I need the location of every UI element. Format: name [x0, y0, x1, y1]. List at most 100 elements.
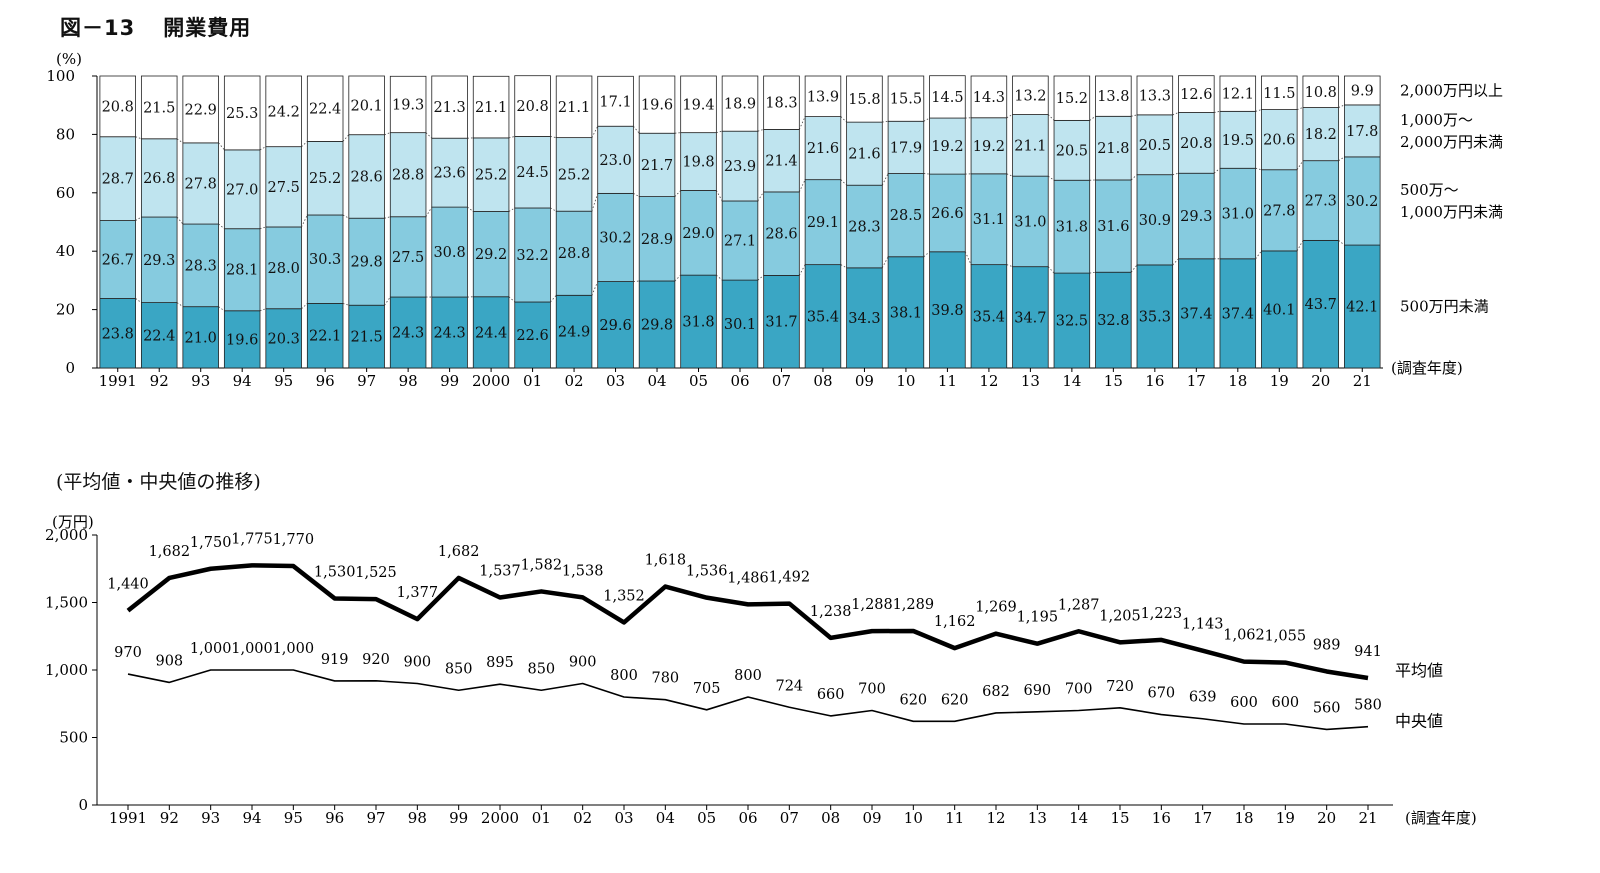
bar-value-label: 22.6	[516, 328, 548, 344]
connector-line	[135, 298, 142, 303]
figure-label: 図－13	[60, 16, 136, 40]
bar-segment	[1178, 172, 1215, 260]
bar-value-label: 31.8	[1056, 220, 1088, 236]
median-value-label: 700	[1065, 682, 1093, 698]
x-tick-label: 97	[357, 372, 376, 390]
legend-label: 500万円未満	[1400, 298, 1489, 316]
connector-line	[633, 125, 640, 134]
connector-line	[1255, 109, 1262, 112]
bar-value-label: 22.4	[143, 328, 175, 344]
bar-segment	[929, 251, 966, 369]
median-value-label: 970	[114, 645, 142, 661]
bar-segment	[970, 75, 1008, 119]
x-tick-label: 1991	[109, 809, 147, 827]
bar-segment	[1302, 160, 1340, 241]
bar-segment	[597, 75, 634, 127]
bar-value-label: 43.7	[1305, 297, 1337, 313]
bar-segment	[306, 141, 344, 216]
x-tick-label: 20	[1317, 809, 1336, 827]
series-label: 平均値	[1395, 661, 1443, 680]
bar-segment	[555, 210, 593, 296]
legend-entry: 500万～ 1,000万円未満	[1400, 181, 1503, 221]
legend-entry: 500万円未満	[1400, 298, 1489, 316]
mean-value-label: 1,269	[975, 600, 1017, 616]
connector-line	[798, 264, 806, 276]
mean-value-label: 1,525	[355, 565, 397, 581]
mean-value-label: 1,377	[397, 585, 439, 601]
x-tick-label: 93	[201, 809, 220, 827]
bar-segment	[99, 136, 136, 221]
median-value-label: 670	[1147, 686, 1175, 702]
bar-value-label: 28.5	[890, 208, 922, 224]
mean-value-label: 1,492	[769, 570, 811, 586]
bar-segment	[1053, 272, 1091, 369]
median-value-label: 639	[1189, 690, 1217, 706]
mean-value-label: 989	[1313, 637, 1341, 653]
mean-value-label: 1,530	[314, 564, 356, 580]
bar-segment	[721, 75, 759, 132]
x-tick-label: 13	[1028, 809, 1047, 827]
bar-value-label: 32.5	[1056, 314, 1088, 330]
median-line	[127, 669, 1369, 731]
median-value-label: 724	[775, 678, 803, 694]
bar-segment	[472, 75, 510, 139]
x-tick-label: 06	[730, 372, 749, 390]
connector-line	[508, 207, 515, 212]
connector-line	[467, 206, 474, 212]
bar-value-label: 19.5	[1222, 133, 1254, 149]
bar-segment	[680, 75, 717, 134]
bar-segment	[1012, 114, 1049, 177]
x-tick-label: 98	[399, 372, 418, 390]
median-value-label: 919	[321, 652, 349, 668]
connector-line	[1172, 258, 1179, 266]
median-value-label: 1,000	[231, 641, 273, 657]
median-value-label: 700	[858, 682, 886, 698]
x-tick-label: 13	[1021, 372, 1040, 390]
connector-line	[301, 303, 308, 310]
connector-line	[508, 296, 516, 303]
x-tick-label: 97	[366, 809, 385, 827]
mean-value-label: 1,223	[1141, 606, 1183, 622]
median-value-label: 690	[1023, 683, 1051, 699]
connector-line	[342, 134, 350, 142]
bar-value-label: 17.1	[599, 94, 631, 110]
x-tick-label: 20	[1311, 372, 1330, 390]
connector-line	[716, 274, 723, 281]
bar-value-label: 23.8	[102, 326, 134, 342]
connector-line	[674, 274, 681, 282]
bar-value-label: 27.0	[226, 182, 258, 198]
median-value-label: 800	[610, 668, 638, 684]
x-tick-label: 95	[274, 372, 293, 390]
x-tick-label: 19	[1276, 809, 1295, 827]
y-tick-label: 80	[56, 125, 75, 143]
y-tick-label: 100	[46, 67, 75, 85]
bar-segment	[1344, 244, 1381, 369]
x-tick-label: 05	[689, 372, 708, 390]
bar-value-label: 20.8	[102, 99, 134, 115]
median-value-label: 920	[362, 652, 390, 668]
bar-segment	[140, 75, 178, 140]
bar-segment	[638, 132, 676, 197]
bar-value-label: 15.8	[848, 92, 880, 108]
legend-entry: 1,000万～ 2,000万円未満	[1400, 111, 1503, 151]
connector-line	[840, 264, 847, 269]
bar-value-label: 15.5	[890, 92, 922, 108]
bar-segment	[265, 308, 302, 369]
bar-value-label: 31.1	[973, 212, 1005, 228]
bar-value-label: 22.4	[309, 102, 341, 118]
connector-line	[218, 142, 225, 151]
bar-segment	[1136, 75, 1174, 116]
bar-value-label: 23.0	[599, 153, 631, 169]
bar-segment	[431, 137, 468, 208]
x-tick-label: 17	[1193, 809, 1212, 827]
connector-line	[1172, 112, 1179, 116]
connector-line	[508, 136, 515, 139]
connector-line	[1006, 173, 1013, 177]
bar-value-label: 21.1	[558, 100, 590, 116]
bar-segment	[887, 173, 925, 258]
bar-segment	[970, 264, 1008, 369]
connector-line	[550, 136, 557, 139]
bar-value-label: 32.2	[516, 248, 548, 264]
mean-value-label: 1,582	[521, 557, 563, 573]
bar-segment	[514, 75, 551, 137]
